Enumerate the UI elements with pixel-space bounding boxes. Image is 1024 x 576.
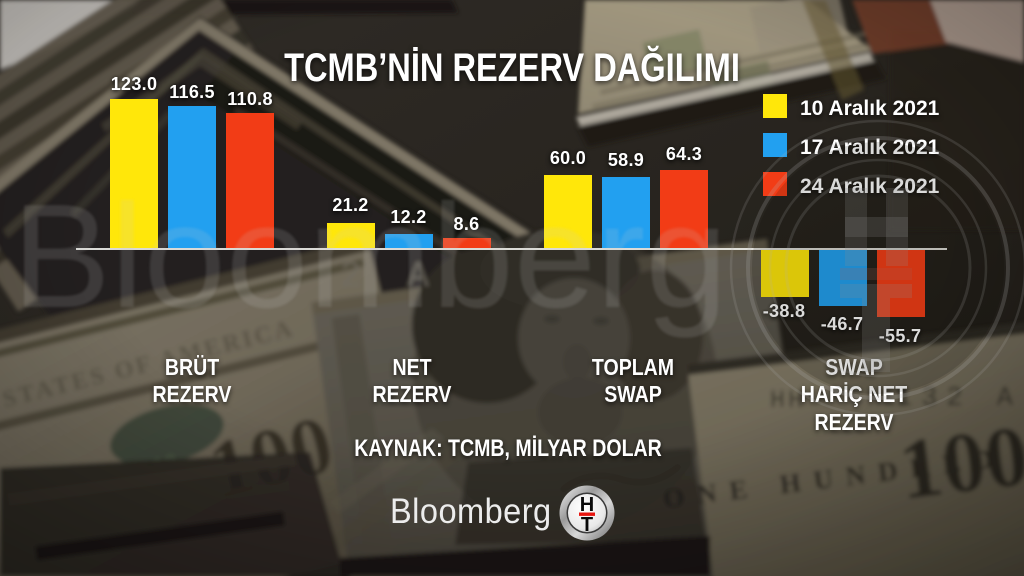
svg-text:T: T <box>581 514 593 536</box>
svg-text:H: H <box>580 494 594 516</box>
